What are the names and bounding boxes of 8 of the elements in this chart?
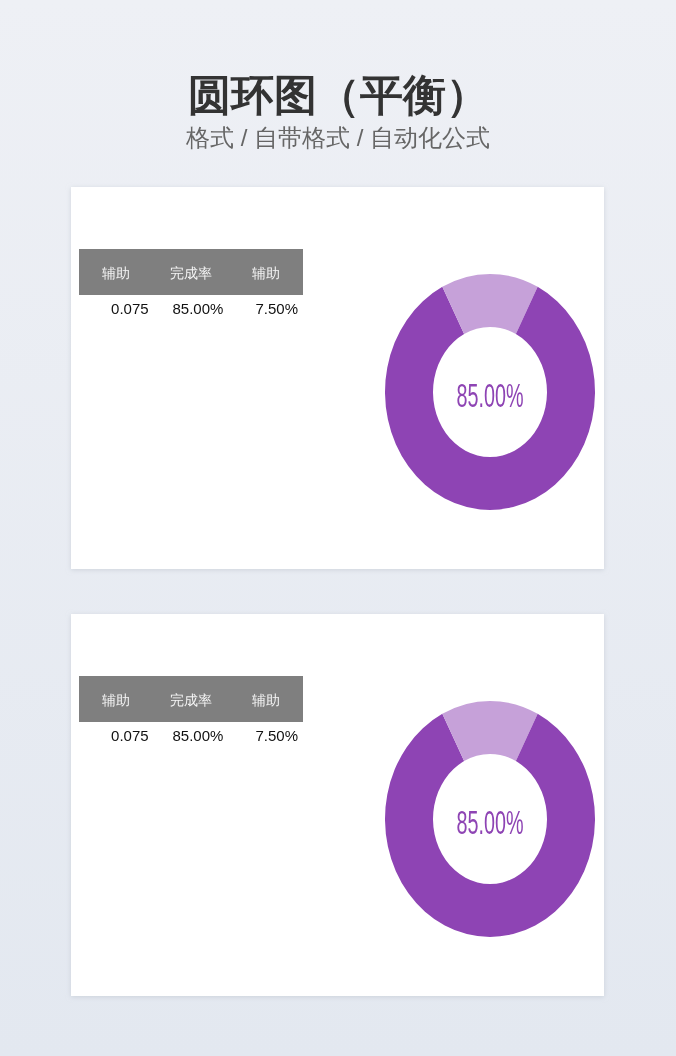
subtitle: 格式 / 自带格式 / 自动化公式 <box>186 124 490 151</box>
table-cell: 7.50% <box>255 300 298 317</box>
title: 圆环图（平衡） <box>187 71 489 119</box>
table-cell: 85.00% <box>172 300 224 317</box>
table-cell: 85.00% <box>172 727 224 744</box>
table-cell: 0.075 <box>111 300 149 317</box>
table-cell: 7.50% <box>255 727 298 744</box>
table-cell: 0.075 <box>111 727 149 744</box>
